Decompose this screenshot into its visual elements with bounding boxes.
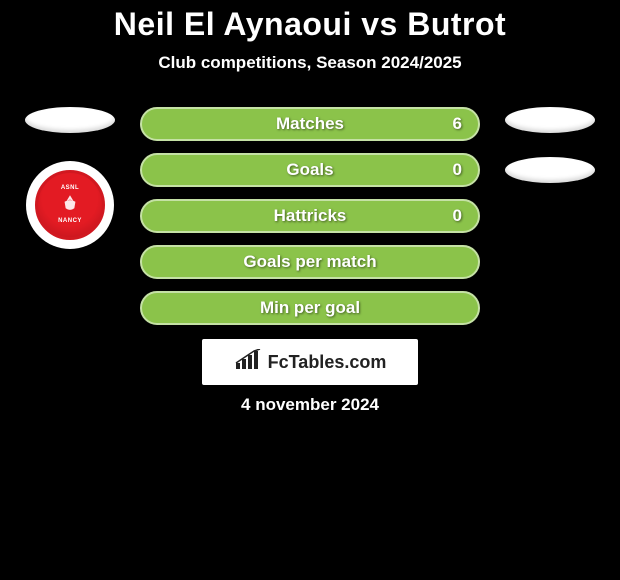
brand-text: FcTables.com xyxy=(268,352,387,373)
stat-label: Min per goal xyxy=(142,298,478,318)
comparison-card: Neil El Aynaoui vs Butrot Club competiti… xyxy=(0,0,620,415)
club-badge-left: ASNL NANCY xyxy=(26,161,114,249)
left-column: ASNL NANCY xyxy=(20,101,120,249)
thistle-icon xyxy=(57,192,83,218)
stat-row-goals-per-match: Goals per match xyxy=(140,245,480,279)
stat-label: Goals per match xyxy=(142,252,478,272)
player-ellipse-left xyxy=(25,107,115,133)
stats-column: Matches 6 Goals 0 Hattricks 0 Goals per … xyxy=(140,107,480,325)
stat-label: Goals xyxy=(142,160,478,180)
stat-value: 0 xyxy=(453,206,462,226)
stat-label: Hattricks xyxy=(142,206,478,226)
stat-label: Matches xyxy=(142,114,478,134)
brand-box: FcTables.com xyxy=(202,339,418,385)
subtitle: Club competitions, Season 2024/2025 xyxy=(0,53,620,73)
badge-top-text: ASNL xyxy=(61,185,79,192)
page-title: Neil El Aynaoui vs Butrot xyxy=(0,6,620,43)
stat-value: 6 xyxy=(453,114,462,134)
bars-icon xyxy=(234,349,262,376)
stat-row-matches: Matches 6 xyxy=(140,107,480,141)
stat-row-goals: Goals 0 xyxy=(140,153,480,187)
asnl-badge-icon: ASNL NANCY xyxy=(35,170,105,240)
right-column xyxy=(500,101,600,183)
badge-bottom-text: NANCY xyxy=(58,218,82,225)
stat-value: 0 xyxy=(453,160,462,180)
stat-row-min-per-goal: Min per goal xyxy=(140,291,480,325)
main-row: ASNL NANCY Matches 6 Goals 0 Hattricks 0 xyxy=(0,101,620,325)
stat-row-hattricks: Hattricks 0 xyxy=(140,199,480,233)
date-text: 4 november 2024 xyxy=(0,395,620,415)
player-ellipse-right-2 xyxy=(505,157,595,183)
player-ellipse-right-1 xyxy=(505,107,595,133)
